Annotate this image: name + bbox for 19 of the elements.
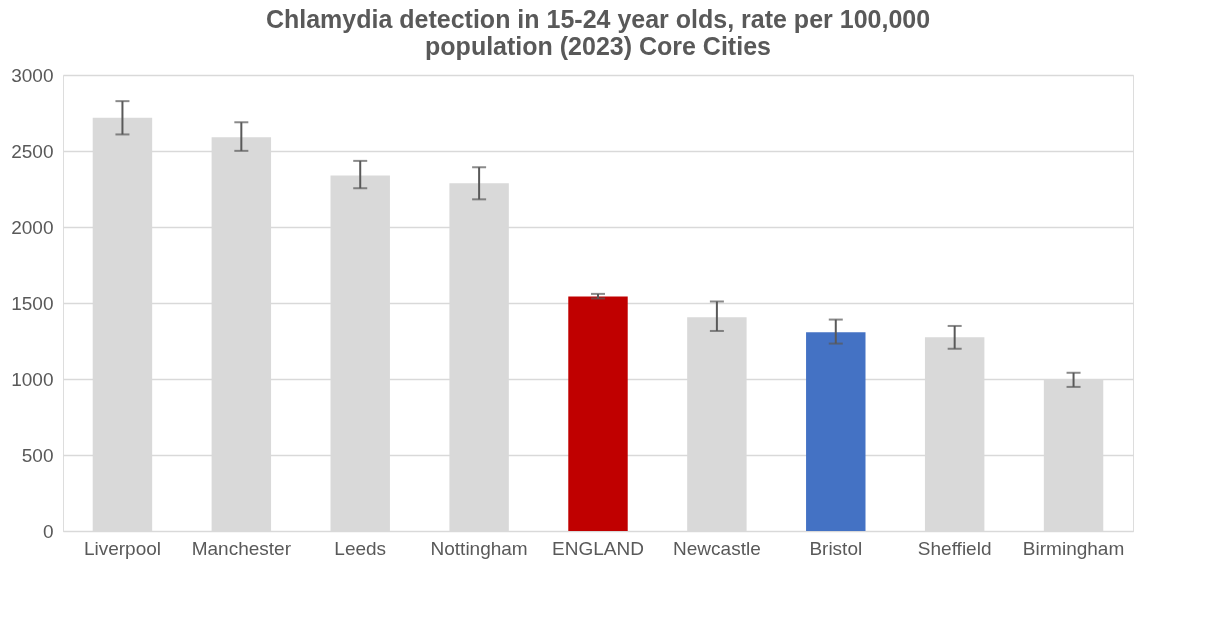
x-tick-label: Nottingham: [430, 537, 528, 559]
y-tick-label: 1000: [11, 368, 54, 390]
y-tick-label: 3000: [11, 64, 54, 86]
x-tick-label: Newcastle: [673, 537, 761, 559]
x-tick-label: Leeds: [334, 537, 387, 559]
x-tick-label: Manchester: [191, 537, 292, 559]
y-tick-label: 500: [21, 444, 54, 466]
x-tick-label: ENGLAND: [552, 537, 644, 559]
y-tick-label: 1500: [11, 292, 54, 314]
bar: [568, 296, 628, 531]
x-tick-label: Birmingham: [1022, 537, 1125, 559]
y-tick-label: 2500: [11, 140, 54, 162]
chart-title: Chlamydia detection in 15-24 year olds, rate per 100,000 population (2023) Core Cities: [265, 5, 931, 60]
bar: [806, 332, 866, 531]
y-tick-label: 0: [42, 520, 54, 542]
x-tick-label: Liverpool: [83, 537, 161, 559]
x-tick-label: Bristol: [809, 537, 863, 559]
x-tick-label: Sheffield: [917, 537, 992, 559]
y-tick-label: 2000: [11, 216, 54, 238]
